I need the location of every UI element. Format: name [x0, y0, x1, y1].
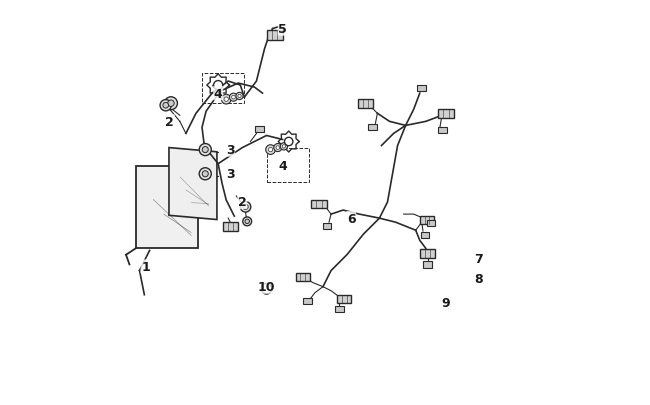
Bar	[322, 224, 332, 230]
Text: 9: 9	[441, 296, 450, 309]
Text: 8: 8	[474, 273, 482, 286]
Bar	[420, 217, 434, 225]
Bar	[337, 295, 352, 303]
Polygon shape	[169, 148, 217, 220]
Circle shape	[240, 202, 251, 213]
Circle shape	[231, 96, 235, 100]
Text: 2: 2	[238, 196, 247, 209]
Text: 4: 4	[278, 160, 287, 173]
Circle shape	[268, 148, 273, 152]
Bar	[438, 110, 454, 118]
Circle shape	[222, 95, 231, 105]
Bar	[255, 127, 264, 133]
Bar	[423, 262, 432, 268]
Circle shape	[163, 103, 168, 109]
Bar	[421, 232, 430, 239]
Text: 6: 6	[347, 212, 356, 225]
Circle shape	[224, 98, 228, 102]
Text: 3: 3	[226, 144, 235, 157]
Circle shape	[245, 220, 250, 224]
Text: 4: 4	[214, 87, 222, 100]
Circle shape	[199, 168, 211, 180]
Circle shape	[202, 147, 208, 153]
Text: 10: 10	[258, 281, 276, 294]
Bar	[311, 200, 326, 209]
Circle shape	[266, 145, 276, 155]
Circle shape	[280, 143, 287, 151]
Circle shape	[199, 144, 211, 156]
Text: 5: 5	[278, 23, 287, 36]
Circle shape	[164, 98, 177, 111]
Bar	[222, 222, 238, 231]
Circle shape	[236, 93, 243, 100]
Circle shape	[202, 171, 208, 177]
Bar	[417, 85, 426, 92]
Circle shape	[243, 205, 248, 210]
Circle shape	[160, 100, 172, 112]
Bar	[426, 220, 436, 226]
Bar	[304, 298, 312, 304]
Circle shape	[282, 145, 285, 149]
Text: 2: 2	[165, 115, 174, 128]
Bar	[335, 306, 344, 312]
Bar	[296, 273, 310, 281]
Polygon shape	[136, 166, 198, 248]
Bar	[438, 128, 447, 134]
Bar	[368, 125, 376, 131]
Circle shape	[285, 138, 293, 146]
Circle shape	[168, 101, 174, 107]
Bar	[358, 100, 373, 109]
Text: 1: 1	[141, 260, 150, 273]
Bar	[266, 30, 283, 40]
Circle shape	[229, 94, 237, 102]
Bar	[420, 249, 436, 258]
Circle shape	[276, 146, 280, 150]
Circle shape	[214, 81, 223, 90]
Text: 7: 7	[474, 252, 482, 265]
Circle shape	[242, 217, 252, 226]
Text: 3: 3	[226, 168, 235, 181]
Circle shape	[274, 144, 282, 152]
Circle shape	[238, 95, 241, 98]
